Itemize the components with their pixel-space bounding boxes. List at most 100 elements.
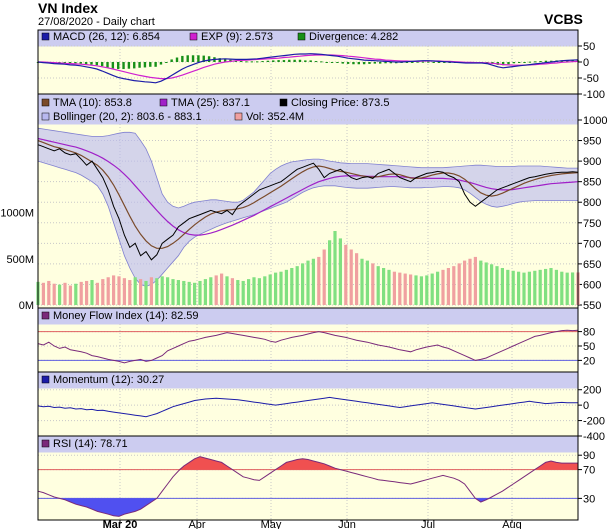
divergence-bar — [250, 61, 254, 63]
volume-bar — [58, 284, 62, 305]
price-ytick-label: 800 — [583, 197, 601, 209]
momentum-ytick-label: -400 — [583, 431, 605, 443]
macd-line — [37, 53, 579, 84]
volume-bar — [392, 271, 396, 305]
volume-bar — [263, 276, 267, 305]
rsi-overbought-fill — [38, 456, 578, 470]
divergence-bar — [133, 62, 136, 69]
divergence-bar — [330, 62, 334, 63]
volume-bar — [95, 282, 99, 305]
volume-tick-label: 500M — [6, 254, 34, 266]
mfi-legend-swatch — [41, 311, 50, 320]
volume-bar — [333, 231, 337, 305]
volume-bar — [522, 272, 526, 305]
divergence-bar — [149, 62, 152, 67]
macd-legend-swatch — [297, 32, 306, 41]
price-legend-swatch — [159, 98, 168, 107]
divergence-bar — [95, 62, 99, 66]
divergence-bar — [282, 60, 286, 62]
volume-bar — [171, 279, 175, 305]
divergence-bar — [389, 62, 393, 64]
price-legend-swatch — [41, 98, 50, 107]
divergence-bar — [218, 58, 221, 62]
volume-bar — [133, 277, 137, 305]
macd-ytick-label: 0 — [583, 57, 589, 69]
divergence-bar — [507, 62, 510, 65]
macd-ytick-label: 50 — [583, 41, 595, 53]
volume-bar — [236, 280, 240, 305]
volume-bar — [117, 276, 121, 305]
volume-bar — [247, 279, 251, 305]
volume-bar — [387, 269, 391, 305]
volume-bar — [187, 281, 191, 305]
volume-bar — [290, 268, 294, 305]
divergence-bar — [325, 62, 328, 63]
mfi-ytick-label: 50 — [583, 341, 595, 353]
volume-bar — [468, 258, 472, 305]
divergence-bar — [437, 62, 441, 63]
x-tick-label: Jul — [421, 519, 435, 529]
divergence-bar — [352, 62, 355, 65]
price-panel: 1000 950 900 850 800 750 700 650 600 550 TMA (10):… — [0, 93, 607, 312]
rsi-legend-band — [38, 436, 578, 453]
volume-bar — [495, 266, 499, 305]
divergence-bar — [528, 61, 532, 63]
volume-bar — [446, 268, 450, 305]
divergence-bar — [309, 60, 312, 62]
divergence-bar — [122, 62, 125, 70]
x-tick-label: Jun — [338, 519, 356, 529]
volume-bar — [257, 278, 261, 305]
divergence-bar — [346, 62, 350, 64]
divergence-bar — [127, 62, 131, 69]
macd-legend-label: Divergence: 4.282 — [309, 31, 398, 43]
volume-bar — [230, 278, 234, 305]
divergence-bar — [395, 62, 398, 64]
divergence-bar — [544, 60, 548, 62]
price-ytick-label: 600 — [583, 279, 601, 291]
volume-bar — [122, 278, 126, 305]
x-tick-label: Mar 20 — [103, 519, 138, 529]
volume-bar — [344, 244, 348, 305]
macd-ytick-label: -100 — [583, 89, 605, 101]
volume-bar — [220, 273, 224, 305]
volume-bar — [360, 258, 364, 305]
volume-bar — [365, 260, 369, 305]
divergence-bar — [197, 55, 200, 62]
price-ytick-label: 950 — [583, 136, 601, 148]
volume-bar — [41, 282, 45, 305]
volume-bar — [473, 256, 477, 305]
divergence-bar — [512, 62, 516, 64]
divergence-bar — [443, 62, 446, 63]
volume-bar — [203, 279, 207, 305]
volume-bar — [517, 271, 521, 305]
volume-bar — [355, 253, 359, 305]
volume-bar — [139, 279, 143, 305]
macd-ytick-label: -50 — [583, 73, 599, 85]
macd-legend-swatch — [189, 32, 198, 41]
mfi-legend-band — [38, 308, 578, 325]
divergence-bar — [138, 62, 141, 68]
volume-bar — [166, 277, 170, 305]
divergence-bar — [550, 60, 553, 62]
volume-bar — [198, 280, 202, 305]
macd-legend-label: EXP (9): 2.573 — [201, 31, 273, 43]
volume-bar — [63, 282, 67, 305]
volume-bar — [301, 263, 305, 305]
divergence-bar — [357, 62, 360, 65]
rsi-panel: 90 70 30 RSI (14): 78.71 — [37, 435, 595, 521]
volume-bar — [311, 258, 315, 305]
divergence-bar — [523, 62, 526, 63]
volume-tick-label: 1000M — [0, 208, 34, 220]
divergence-bar — [261, 61, 264, 63]
volume-bar — [338, 238, 342, 305]
x-tick-label: Apr — [188, 519, 205, 529]
volume-bar — [144, 280, 148, 305]
price-ytick-label: 550 — [583, 300, 601, 312]
divergence-bar — [517, 62, 521, 63]
price-legend-label: Closing Price: 873.5 — [291, 97, 389, 109]
x-axis: Mar 20 Apr May Jun Jul Aug — [103, 519, 522, 529]
divergence-bar — [181, 55, 184, 62]
divergence-bar — [411, 62, 414, 63]
rsi-oversold-fill — [38, 498, 578, 517]
momentum-ytick-label: 0 — [583, 400, 589, 412]
